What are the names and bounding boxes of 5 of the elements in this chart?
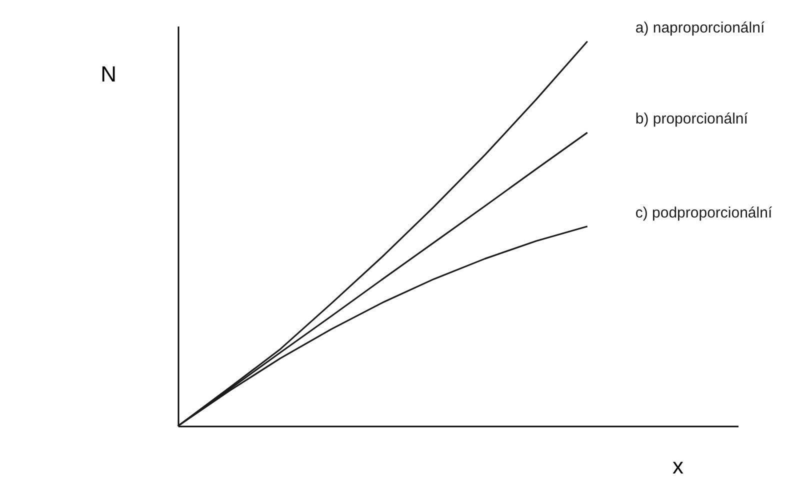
text: c) podproporcionální [635, 204, 773, 222]
text: b) proporcionální [635, 110, 749, 128]
text: a) naproporcionální [635, 19, 766, 36]
y-axis-title: N [100, 62, 116, 86]
x-axis-title: x [672, 454, 684, 478]
